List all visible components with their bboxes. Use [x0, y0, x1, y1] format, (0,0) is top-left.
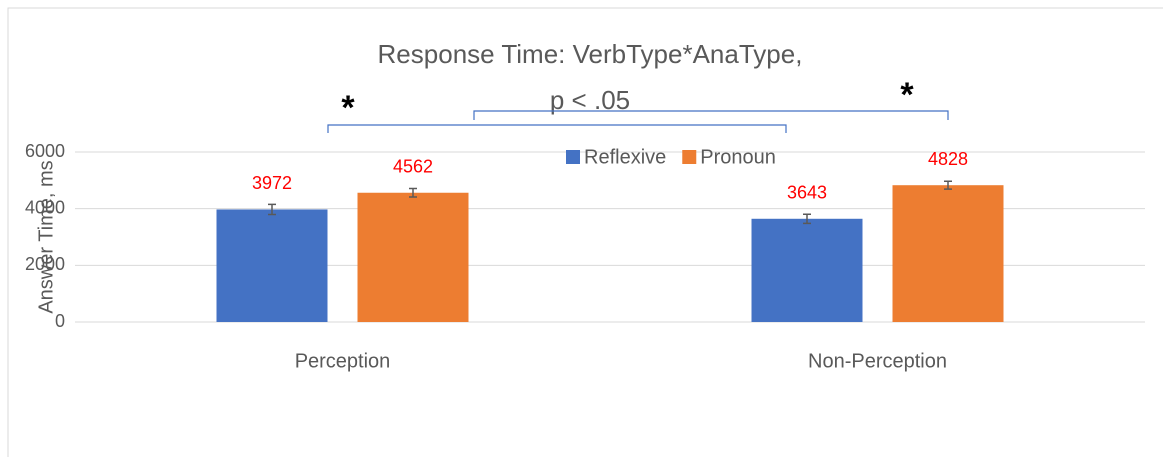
legend-swatch — [682, 150, 697, 164]
error-bar — [803, 213, 811, 225]
data-label: 4828 — [928, 149, 968, 169]
significance-bracket — [327, 124, 787, 133]
data-label: 3972 — [252, 173, 292, 193]
significance-marker: * — [341, 89, 355, 127]
bar — [892, 185, 1004, 322]
legend-label: Reflexive — [584, 146, 666, 168]
significance-bracket — [473, 110, 949, 120]
legend-swatch — [566, 150, 580, 164]
bar — [216, 209, 328, 322]
y-axis-label: Answer Time, ms — [35, 160, 57, 313]
chart-title: Response Time: VerbType*AnaType, — [378, 39, 803, 69]
legend-label: Pronoun — [700, 146, 776, 168]
bar — [357, 192, 469, 322]
error-bar — [268, 203, 276, 216]
error-bar — [409, 187, 417, 198]
y-tick-label: 0 — [55, 311, 65, 331]
y-tick-label: 6000 — [25, 141, 65, 161]
data-label: 3643 — [787, 183, 827, 203]
y-tick-label: 2000 — [25, 254, 65, 274]
data-label: 4562 — [393, 156, 433, 176]
x-tick-label: Non-Perception — [808, 350, 947, 372]
significance-marker: * — [900, 76, 914, 114]
bar — [751, 218, 863, 322]
chart-title: p < .05 — [550, 85, 630, 115]
x-tick-label: Perception — [295, 350, 391, 372]
y-tick-label: 4000 — [25, 197, 65, 217]
error-bar — [944, 180, 952, 190]
